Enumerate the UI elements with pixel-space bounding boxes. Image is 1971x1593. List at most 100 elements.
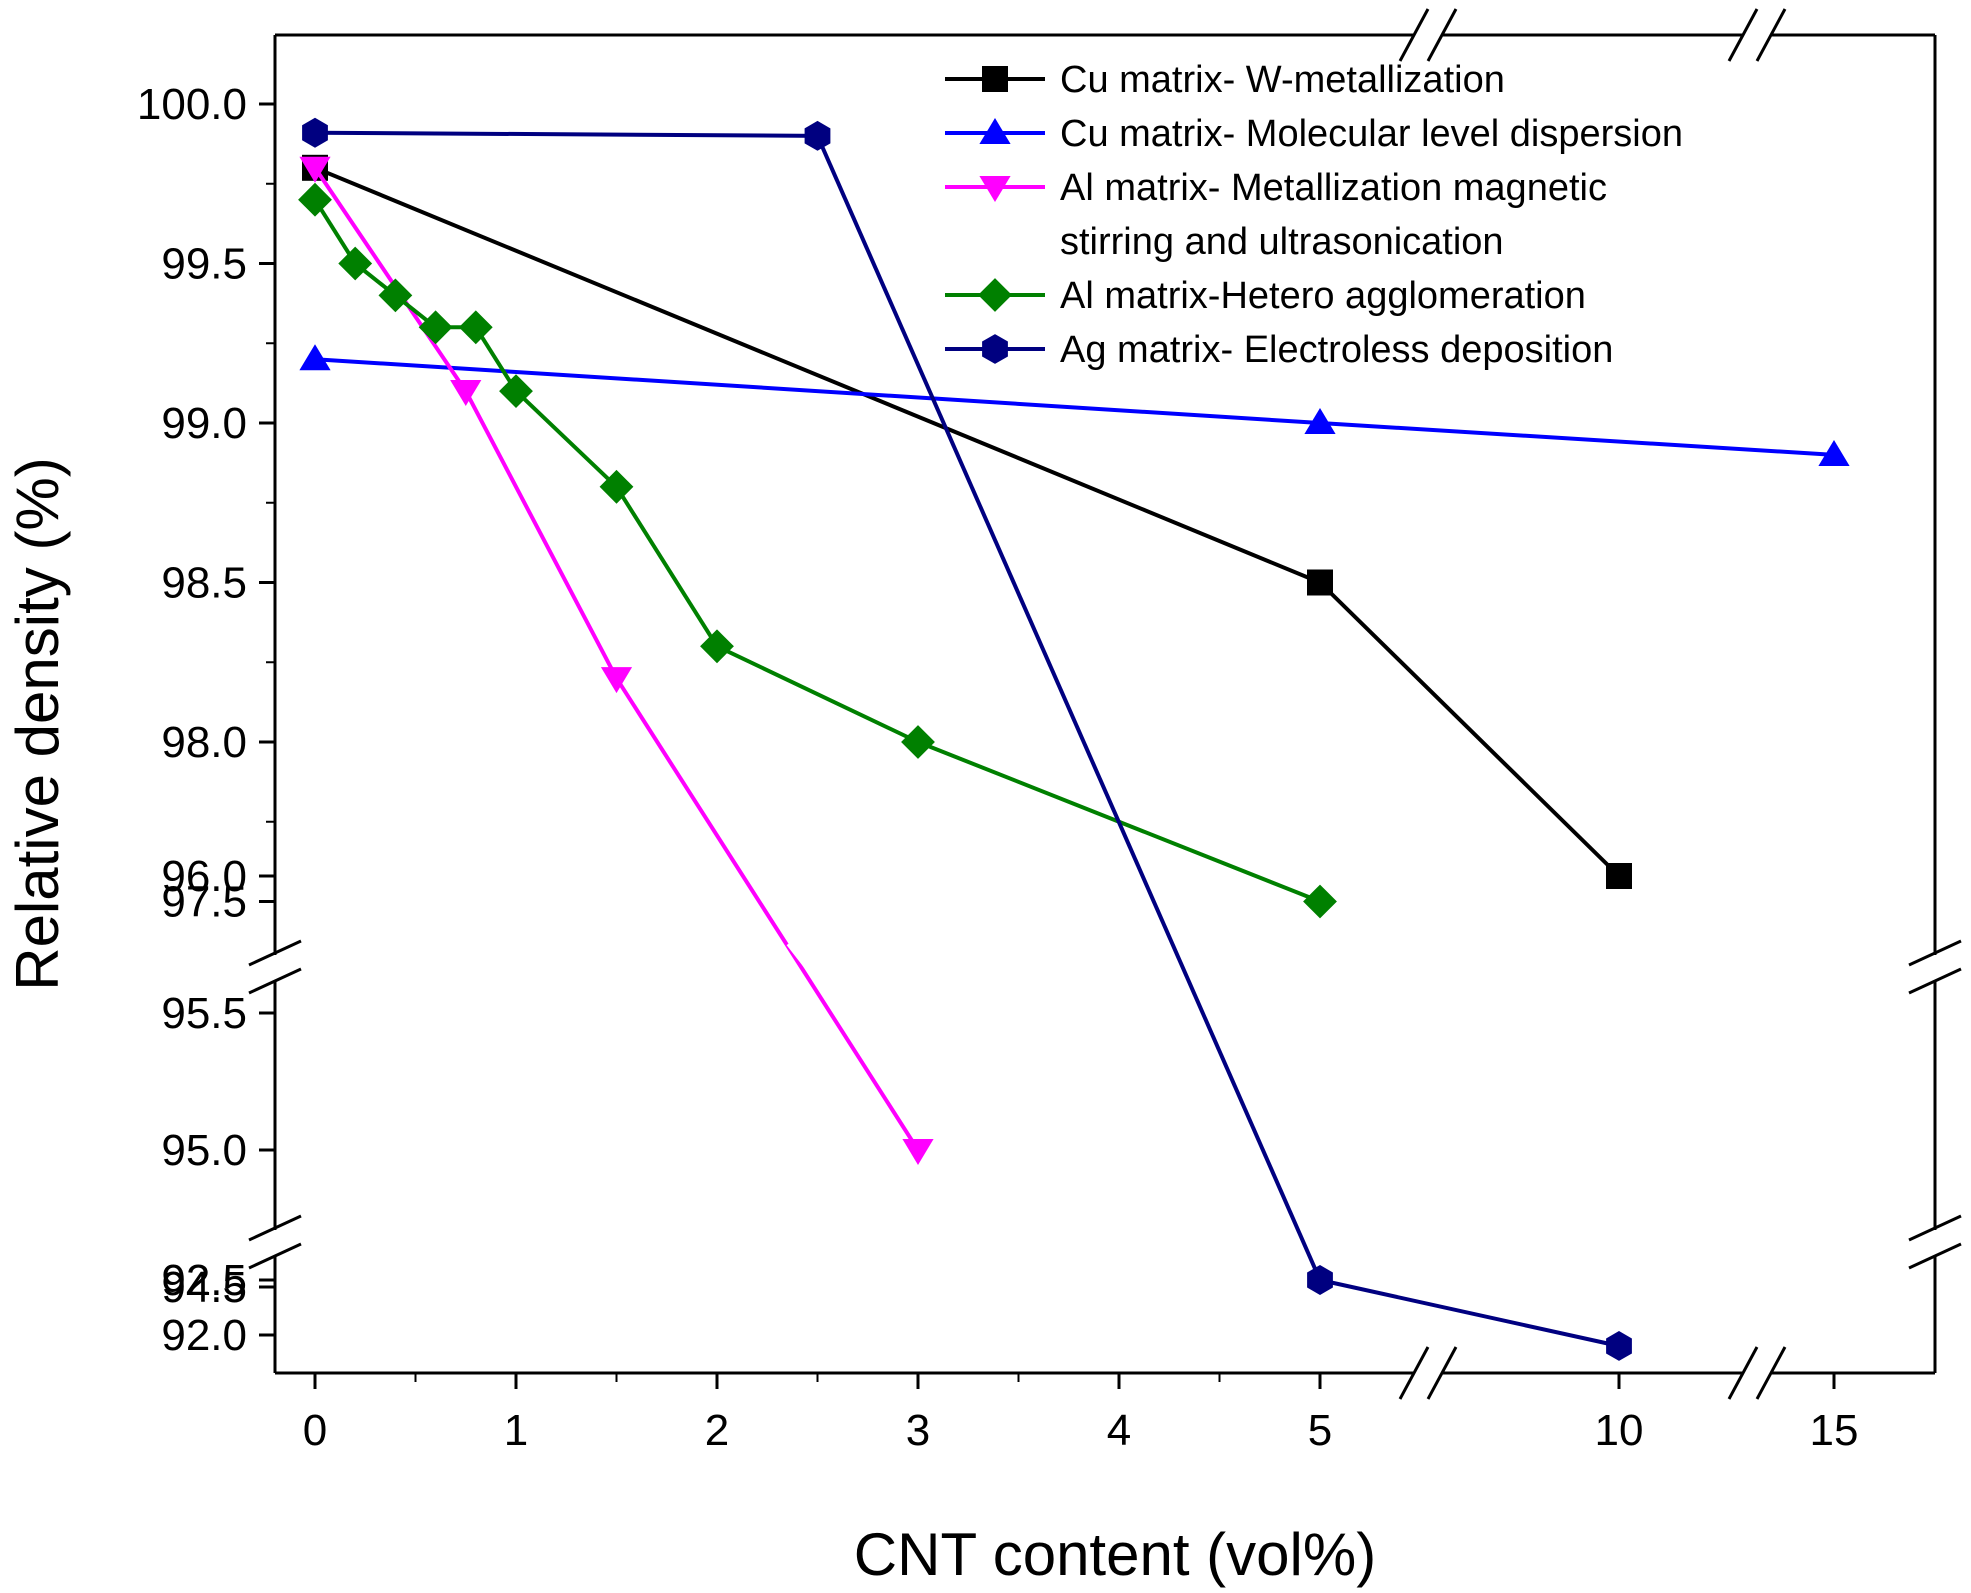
x-tick-label: 1 [504,1406,528,1455]
tick-labels: 0 1 2 3 4 5 10 15 92.0 92.594.5 95.0 95.5 96.097.5 98… [137,80,1859,1455]
axis-break-slash [1755,8,1787,62]
axis-break-slash [1426,1346,1458,1400]
y-tick-label: 98.5 [161,559,247,608]
axis-break-mark [248,939,302,995]
axis-break-slash [1426,8,1458,62]
series-line-segment [614,485,719,648]
legend: Cu matrix- W-metallization Cu matrix- Mol… [945,59,1683,371]
series-line-segment [614,677,920,1152]
series-line-segment [716,644,919,744]
series-2 [299,156,934,1165]
legend-entry-0: Cu matrix- W-metallization [945,59,1505,101]
axis-break-slash [1727,8,1759,62]
y-tick-label: 92.5 [161,1256,247,1305]
legend-label: Ag matrix- Electroless deposition [1060,329,1613,371]
y-tick-label: 97.5 [161,878,247,927]
series-line-segment [1318,581,1621,878]
axis-break-slash [1755,1346,1787,1400]
data-point-diamond [499,374,533,408]
series-line-segment [1319,1278,1620,1348]
axis-break-mark [1398,8,1458,62]
data-point-triangle-up [979,118,1011,145]
data-point-diamond [700,629,734,664]
legend-label: Cu matrix- Molecular level dispersion [1060,113,1683,155]
y-tick-label: 100.0 [137,80,247,129]
series-0 [302,154,1632,889]
y-tick-label: 99.5 [161,240,247,289]
y-tick-label: 95.5 [161,989,247,1038]
data-point-triangle-up [299,344,331,371]
axis-break-slash [1908,939,1962,967]
axis-breaks [248,8,1962,1400]
axis-break-mark [1727,1346,1787,1400]
data-point-hexagon [302,117,328,148]
plot-area [273,33,1937,1375]
y-tick-label: 95.0 [161,1126,247,1175]
y-axis-title: Relative density (%) [4,457,71,991]
axis-break-slash [248,939,302,967]
data-point-square [1606,863,1632,889]
series-line-segment [313,166,468,393]
data-point-diamond [418,310,453,345]
legend-entry-1: Cu matrix- Molecular level dispersion [945,113,1683,155]
series-line-segment [463,390,619,680]
axis-break-mark [248,1214,302,1270]
data-point-square [982,66,1008,92]
axis-break-mark [1398,1346,1458,1400]
data-point-hexagon [804,120,831,151]
data-point-triangle-down [600,667,633,694]
series-line-segment [314,165,1321,585]
data-point-hexagon [982,334,1008,364]
axis-break-slash [1908,967,1962,995]
series-layer [298,117,1850,1361]
legend-entry-4: Ag matrix- Electroless deposition [945,329,1613,371]
y-tick-label: 94.5 [161,1263,247,1312]
legend-label: stirring and ultrasonication [1060,221,1504,263]
data-point-hexagon [1606,1331,1632,1361]
data-point-triangle-up [1304,408,1336,435]
data-point-diamond [338,246,373,281]
data-point-diamond [298,182,332,217]
x-tick-label: 4 [1107,1406,1131,1455]
series-4 [302,117,1632,1361]
data-point-triangle-down [450,380,482,407]
x-tick-label: 3 [906,1406,930,1455]
series-line-segment [314,357,1321,425]
series-line-segment [314,130,818,138]
axis-break-slash [1908,1214,1962,1242]
data-point-diamond [378,278,413,313]
y-tick-label: 98.0 [161,718,247,767]
series-line-segment [474,326,518,393]
data-point-diamond [458,310,493,345]
break-gap [786,937,824,981]
axis-break-slash [248,1242,302,1270]
x-axis-title: CNT content (vol%) [854,1521,1376,1588]
axis-break-slash [1908,1242,1962,1270]
axis-break-mark [1727,8,1787,62]
data-point-diamond [978,278,1012,312]
data-point-triangle-down [979,175,1011,202]
x-tick-label: 0 [303,1406,327,1455]
x-tick-label: 10 [1595,1406,1644,1455]
series-3 [298,182,1337,919]
axis-break-slash [248,967,302,995]
data-point-triangle-down [902,1138,934,1165]
y-tick-label: 92.0 [161,1311,247,1360]
y-tick-label: 96.0 [161,852,247,901]
data-point-triangle-down [299,156,331,183]
y-tick-label: 99.0 [161,399,247,448]
data-point-triangle-up [1818,439,1850,466]
series-line-segment [514,389,618,489]
series-line-segment [1319,421,1835,457]
axis-break-slash [1398,8,1430,62]
data-point-diamond [599,469,634,504]
axis-break-slash [1398,1346,1430,1400]
x-tick-label: 15 [1810,1406,1859,1455]
data-point-diamond [1303,884,1337,919]
x-tick-label: 5 [1308,1406,1332,1455]
data-point-hexagon [1307,1265,1333,1295]
legend-entry-3: Al matrix-Hetero agglomeration [945,275,1586,317]
axis-break-mark [1908,1214,1962,1270]
series-1 [299,344,1850,466]
